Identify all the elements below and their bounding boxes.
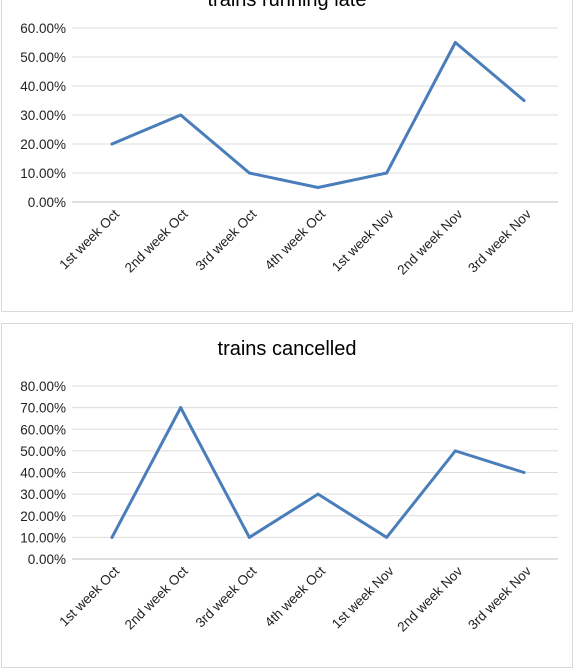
chart-panel-trains-running-late: trains running late 0.00% 10.00% 20.00% 30.… [1, 0, 573, 312]
x-tick-label: 2nd week Oct [122, 563, 191, 632]
y-tick-label: 0.00% [28, 552, 66, 567]
data-point [110, 142, 114, 146]
line-chart-trains-cancelled: 0.00% 10.00% 20.00% 30.00% 40.00% 50.00% 60.00… [20, 379, 558, 635]
y-tick-label: 20.00% [20, 137, 66, 152]
chart-title: trains running late [207, 0, 367, 11]
data-point [453, 449, 457, 453]
data-point [179, 406, 183, 410]
chart-panel-trains-cancelled: trains cancelled 0.00% 10.00% 20.00% 30.00%… [1, 323, 573, 668]
line-chart-trains-running-late: 0.00% 10.00% 20.00% 30.00% 40.00% 50.00% 60.00… [20, 21, 558, 278]
y-tick-label: 30.00% [20, 108, 66, 123]
x-tick-label: 3rd week Oct [193, 206, 260, 273]
data-point [247, 171, 251, 175]
y-tick-label: 70.00% [20, 401, 66, 416]
y-tick-label: 60.00% [20, 21, 66, 36]
x-tick-label: 2nd week Nov [394, 563, 465, 634]
chart-title: trains cancelled [217, 338, 357, 360]
x-tick-label: 1st week Oct [56, 563, 122, 629]
x-tick-label: 2nd week Nov [394, 206, 465, 277]
y-tick-label: 40.00% [20, 79, 66, 94]
data-point [179, 113, 183, 117]
data-point [522, 471, 526, 474]
y-tick-label: 0.00% [28, 195, 66, 210]
y-tick-label: 20.00% [20, 509, 66, 524]
x-tick-label: 1st week Nov [329, 206, 397, 274]
data-point [110, 535, 114, 539]
y-tick-label: 40.00% [20, 466, 66, 481]
data-point [316, 186, 320, 189]
data-point [247, 535, 251, 539]
y-tick-label: 50.00% [20, 50, 66, 65]
data-point [316, 492, 320, 496]
data-point [453, 41, 457, 44]
y-tick-label: 10.00% [20, 530, 66, 545]
x-tick-label: 1st week Nov [329, 563, 397, 631]
data-point [385, 171, 389, 175]
data-point [522, 99, 526, 102]
x-tick-label: 4th week Oct [262, 563, 328, 629]
y-tick-label: 50.00% [20, 444, 66, 459]
y-tick-label: 10.00% [20, 166, 66, 181]
x-tick-label: 3rd week Nov [465, 563, 534, 632]
data-point [385, 535, 389, 539]
y-tick-label: 80.00% [20, 379, 66, 394]
x-tick-label: 3rd week Oct [193, 563, 260, 630]
x-tick-label: 1st week Oct [56, 206, 122, 272]
x-tick-label: 4th week Oct [262, 206, 328, 272]
y-tick-label: 60.00% [20, 422, 66, 437]
x-tick-label: 3rd week Nov [465, 206, 534, 275]
x-tick-label: 2nd week Oct [122, 206, 191, 275]
y-tick-label: 30.00% [20, 487, 66, 502]
